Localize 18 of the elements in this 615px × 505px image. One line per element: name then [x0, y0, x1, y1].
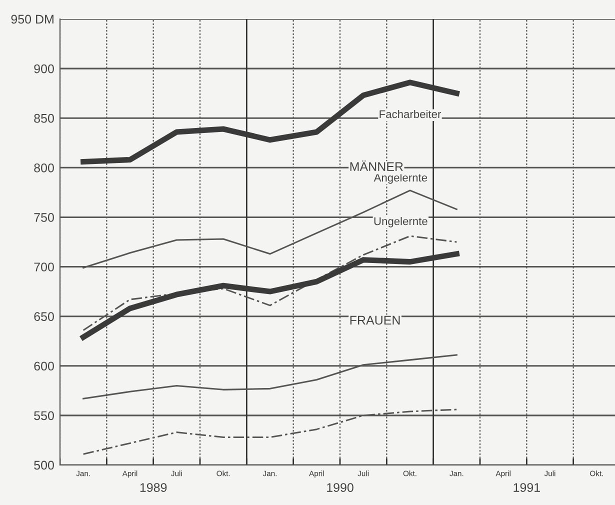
series-label: Ungelernte: [374, 217, 428, 228]
y-tick-label: 800: [34, 163, 54, 172]
annotation: FRAUEN: [350, 316, 400, 325]
y-tick-label: 750: [34, 213, 54, 222]
y-tick-label: 600: [34, 362, 54, 371]
y-tick-label: 950 DM: [11, 14, 54, 24]
y-tick-label: 900: [34, 64, 54, 74]
text: 1990: [327, 483, 354, 492]
y-tick-label: 700: [34, 262, 54, 272]
text: 1989: [140, 483, 167, 492]
text: 1991: [514, 483, 540, 492]
series-label: Angelernte: [374, 173, 428, 184]
y-tick-label: 850: [34, 114, 54, 123]
y-tick-label: 550: [34, 411, 54, 420]
series-label: Facharbeiter: [380, 110, 442, 118]
y-tick-label: 650: [34, 312, 54, 321]
y-tick-label: 500: [34, 460, 54, 470]
annotation: MÄNNER: [350, 160, 403, 171]
